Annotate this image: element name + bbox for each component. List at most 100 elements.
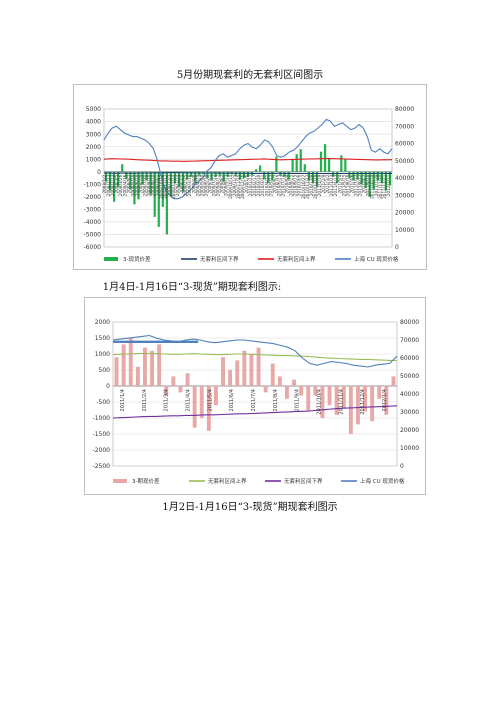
bar bbox=[121, 164, 124, 172]
x-tick-label: 2008/10/22 bbox=[159, 174, 164, 198]
left-tick-label: 1500 bbox=[95, 335, 110, 342]
bar bbox=[376, 171, 379, 181]
bar bbox=[242, 171, 246, 178]
x-tick-label: 2010/12/29 bbox=[313, 174, 318, 198]
x-tick-label: 2011/7/4 bbox=[251, 389, 257, 411]
x-tick-label: 2010/7/14 bbox=[281, 174, 286, 196]
series-3 bbox=[112, 334, 398, 368]
bar bbox=[135, 366, 140, 386]
x-tick-label: 2010/6/23 bbox=[276, 174, 281, 196]
bar bbox=[271, 171, 274, 181]
bar bbox=[284, 386, 289, 399]
bar bbox=[306, 386, 311, 412]
bar bbox=[287, 171, 290, 180]
x-tick-label: 2010/3/10 bbox=[256, 174, 261, 196]
series-line bbox=[112, 405, 398, 419]
left-tick-label: -6000 bbox=[84, 244, 102, 251]
x-tick-label: 2008/12/3 bbox=[167, 174, 172, 196]
x-tick-label: 2009/12/16 bbox=[240, 174, 245, 198]
x-tick-label: 2008/7/9 bbox=[139, 174, 144, 193]
bar bbox=[113, 171, 116, 202]
bar bbox=[214, 171, 217, 177]
bar bbox=[153, 171, 156, 217]
x-tick-label: 2008/12/24 bbox=[171, 174, 176, 198]
x-tick-label: 2009/11/25 bbox=[236, 174, 241, 198]
x-tick-label: 2011/9/28 bbox=[366, 174, 371, 196]
x-tick-label: 2008/8/20 bbox=[147, 174, 152, 196]
bar bbox=[177, 171, 181, 187]
bar bbox=[299, 386, 304, 396]
series-line bbox=[112, 334, 398, 368]
bar bbox=[295, 154, 298, 172]
x-tick-label: 2011/12/4 bbox=[360, 389, 366, 415]
bar bbox=[388, 171, 392, 186]
legend-label: 上海 CU 现货价格 bbox=[354, 255, 399, 263]
bar bbox=[246, 171, 250, 177]
x-tick-label: 2008/5/28 bbox=[130, 174, 135, 196]
bar bbox=[228, 370, 233, 386]
bar bbox=[108, 171, 112, 191]
bar bbox=[221, 357, 226, 386]
series-1 bbox=[112, 352, 397, 361]
legend-item: 3-现货价差 bbox=[104, 255, 151, 263]
right-tick-label: 10000 bbox=[395, 227, 414, 234]
left-tick-label: -1500 bbox=[93, 431, 111, 438]
x-tick-label: 2010/1/6 bbox=[244, 174, 249, 193]
x-tick-label: 2008/7/30 bbox=[143, 174, 148, 196]
bar bbox=[384, 386, 389, 415]
series-line bbox=[112, 352, 397, 361]
bar bbox=[235, 360, 240, 386]
bar bbox=[299, 149, 302, 172]
bar bbox=[173, 171, 177, 184]
bar bbox=[164, 386, 169, 396]
x-tick-label: 2011/5/25 bbox=[341, 174, 346, 196]
x-tick-label: 2011/4/4 bbox=[185, 389, 191, 411]
bar bbox=[145, 171, 148, 181]
left-tick-label: 0 bbox=[97, 169, 101, 176]
bar bbox=[165, 171, 168, 235]
legend-label: 无套利区间下界 bbox=[200, 255, 239, 263]
left-tick-label: 1000 bbox=[86, 156, 101, 163]
legend-item: 上海 CU 现货价格 bbox=[341, 477, 405, 485]
x-tick-label: 2008/3/5 bbox=[114, 174, 119, 193]
series-3 bbox=[103, 118, 393, 200]
series-2 bbox=[103, 158, 393, 162]
x-tick-label: 2010/12/8 bbox=[309, 174, 314, 196]
x-tick-label: 2011/9/4 bbox=[295, 389, 301, 411]
x-tick-label: 2011/10/19 bbox=[370, 174, 375, 198]
bar bbox=[199, 386, 204, 418]
bar bbox=[185, 373, 190, 386]
x-tick-label: 2011/1/19 bbox=[317, 174, 322, 196]
bar bbox=[226, 171, 229, 177]
legend-swatch bbox=[113, 479, 127, 483]
left-tick-label: -1000 bbox=[84, 181, 102, 188]
x-tick-label: 2010/8/4 bbox=[285, 174, 290, 193]
bar bbox=[372, 171, 375, 190]
legend-label: 无套利区间上界 bbox=[208, 477, 247, 485]
bar bbox=[368, 171, 371, 197]
x-tick-label: 2011/7/27 bbox=[354, 174, 359, 196]
x-tick-label: 2011/1/4 bbox=[120, 389, 126, 411]
legend-label: 无套利区间下界 bbox=[284, 477, 323, 485]
bar bbox=[334, 386, 339, 415]
legend-item: 3-期现价差 bbox=[113, 477, 160, 485]
caption-bottom: 1月2日-1月16日“3-现货”期现套利图示 bbox=[162, 502, 338, 513]
legend-item: 上海 CU 现货价格 bbox=[335, 255, 399, 263]
x-tick-label: 2011/2/9 bbox=[321, 174, 326, 193]
x-tick-label: 2010/1/27 bbox=[248, 174, 253, 196]
chart-1: 500040003000200010000-1000-2000-3000-400… bbox=[84, 106, 415, 263]
x-tick-label: 2011/10/4 bbox=[317, 389, 323, 415]
x-tick-label: 2008/9/10 bbox=[151, 174, 156, 196]
legend-item: 无套利区间下界 bbox=[181, 255, 239, 263]
series-0 bbox=[114, 338, 396, 434]
x-tick-label: 2009/7/22 bbox=[212, 174, 217, 196]
right-tick-label: 40000 bbox=[395, 175, 414, 182]
x-tick-label: 2010/9/15 bbox=[293, 174, 298, 196]
caption-middle: 1月4日-1月16日“3-现货”期现套利图示: bbox=[102, 282, 282, 293]
right-tick-label: 20000 bbox=[395, 210, 414, 217]
bar bbox=[222, 171, 225, 182]
left-tick-label: 2000 bbox=[86, 144, 101, 151]
bar bbox=[292, 379, 297, 386]
legend-item: 无套利区间上界 bbox=[189, 477, 247, 485]
bar bbox=[303, 164, 306, 172]
